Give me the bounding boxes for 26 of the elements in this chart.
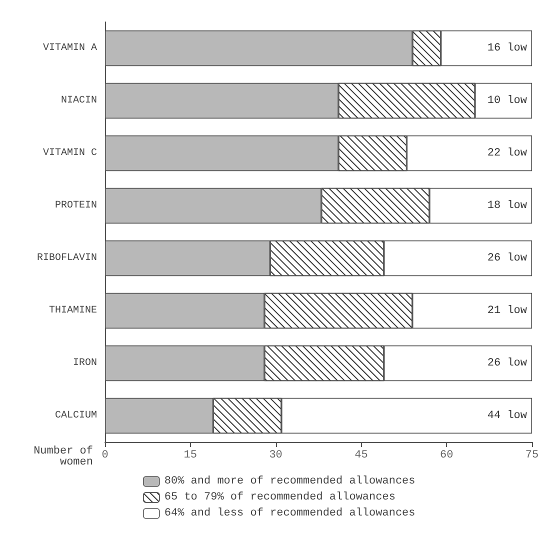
y-tick-label: PROTEIN: [54, 200, 97, 212]
x-tick-label: 60: [440, 450, 454, 462]
legend-label: 65 to 79% of recommended allowances: [164, 492, 396, 504]
x-tick-label: 15: [184, 450, 197, 462]
data-label: 44 low: [487, 410, 528, 422]
data-label: 10 low: [487, 94, 528, 107]
data-label: 26 low: [487, 252, 528, 264]
y-tick-label: NIACIN: [60, 95, 97, 106]
y-tick-label: CALCIUM: [54, 410, 97, 422]
y-tick-label: RIBOFLAVIN: [36, 252, 97, 264]
data-label: 26 low: [487, 357, 528, 370]
legend-label: 80% and more of recommended allowances: [164, 476, 416, 488]
x-tick-label: 45: [354, 450, 368, 462]
x-tick-label: 75: [525, 450, 539, 462]
y-tick-label: IRON: [72, 358, 97, 369]
data-label: 18 low: [487, 200, 528, 212]
data-label: 21 low: [487, 304, 528, 317]
y-tick-label: VITAMIN A: [42, 42, 97, 54]
x-tick-label: 0: [102, 450, 108, 462]
x-tick-label: 30: [269, 450, 282, 462]
data-label: 16 low: [487, 42, 528, 54]
legend-label: 64% and less of recommended allowances: [164, 508, 416, 520]
data-label: 22 low: [487, 147, 528, 160]
x-axis-title: Number of women: [34, 446, 93, 468]
y-tick-label: THIAMINE: [48, 305, 97, 316]
y-tick-label: VITAMIN C: [42, 148, 97, 159]
